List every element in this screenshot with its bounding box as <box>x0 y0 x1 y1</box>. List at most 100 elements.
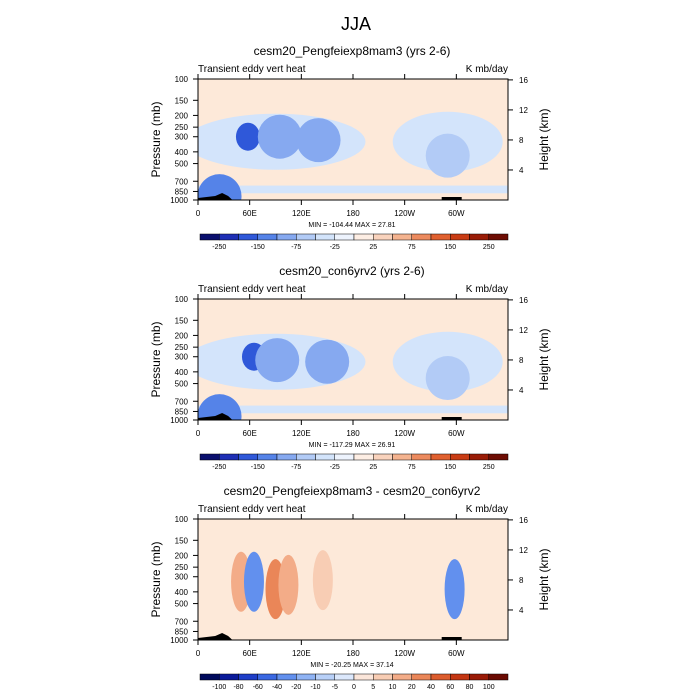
y2-tick-label: 4 <box>519 386 524 395</box>
y-tick-label: 1000 <box>170 636 188 645</box>
y-tick-label: 250 <box>175 343 189 352</box>
colorbar-swatch <box>257 233 278 241</box>
min-max-label: MIN = -104.44 MAX = 27.81 <box>308 222 395 229</box>
x-tick-label: 60W <box>448 209 465 218</box>
topography <box>198 193 233 200</box>
y-tick-label: 500 <box>175 380 189 389</box>
colorbar-swatch <box>276 453 297 461</box>
y-tick-label: 300 <box>175 573 189 582</box>
panel-right-label: K mb/day <box>466 64 508 75</box>
y-tick-label: 100 <box>175 295 189 304</box>
y-tick-label: 200 <box>175 331 189 340</box>
colorbar-swatch <box>411 233 432 241</box>
y-axis-label: Pressure (mb) <box>149 101 163 177</box>
colorbar-swatch <box>430 233 451 241</box>
colorbar-label: 10 <box>389 684 397 691</box>
y2-tick-label: 8 <box>519 576 524 585</box>
y-tick-label: 100 <box>175 75 189 84</box>
colorbar-label: 150 <box>444 464 456 471</box>
colorbar-swatch <box>238 673 258 681</box>
topography <box>441 197 462 200</box>
colorbar-swatch <box>219 673 239 681</box>
y2-tick-label: 12 <box>519 106 528 115</box>
y-tick-label: 150 <box>175 316 189 325</box>
panels: cesm20_Pengfeiexp8mam3 (yrs 2-6) Transien… <box>149 44 551 691</box>
colorbar-swatch <box>469 453 489 461</box>
contour-field <box>198 299 508 420</box>
topography <box>441 637 462 640</box>
chart-panel-3: cesm20_Pengfeiexp8mam3 - cesm20_con6yrv2… <box>149 484 551 691</box>
blob <box>198 405 508 414</box>
y-tick-label: 850 <box>175 407 189 416</box>
data-feature <box>198 394 242 420</box>
colorbar-label: 25 <box>369 464 377 471</box>
colorbar-label: -25 <box>330 244 340 251</box>
x-tick-label: 120E <box>292 429 311 438</box>
y2-tick-label: 16 <box>519 296 528 305</box>
colorbar-swatch <box>469 673 489 681</box>
colorbar-swatch <box>411 453 432 461</box>
data-feature <box>235 122 260 151</box>
colorbar-label: -75 <box>291 244 301 251</box>
colorbar-label: 25 <box>369 244 377 251</box>
figure-title: JJA <box>341 14 371 34</box>
colorbar-swatch <box>199 453 220 461</box>
y2-axis-label: Height (km) <box>537 328 551 390</box>
colorbar-swatch <box>450 233 470 241</box>
colorbar-label: -80 <box>233 684 243 691</box>
y-tick-label: 500 <box>175 160 189 169</box>
colorbar-label: 75 <box>408 464 416 471</box>
y-tick-label: 250 <box>175 563 189 572</box>
y-tick-label: 1000 <box>170 416 188 425</box>
colorbar-label: 0 <box>352 684 356 691</box>
colorbar-label: -250 <box>212 244 226 251</box>
y-tick-label: 400 <box>175 368 189 377</box>
colorbar-label: -20 <box>291 684 301 691</box>
y-tick-label: 850 <box>175 627 189 636</box>
y2-tick-label: 4 <box>519 166 524 175</box>
y2-tick-label: 4 <box>519 606 524 615</box>
y-tick-label: 100 <box>175 515 189 524</box>
contour-field <box>198 519 508 640</box>
colorbar-swatch <box>238 453 258 461</box>
y-tick-label: 200 <box>175 551 189 560</box>
colorbar-label: -5 <box>332 684 338 691</box>
x-tick-label: 0 <box>196 209 201 218</box>
topography <box>198 633 233 640</box>
y2-tick-label: 8 <box>519 136 524 145</box>
colorbar-swatch <box>315 453 335 461</box>
y2-axis-label: Height (km) <box>537 108 551 170</box>
y-tick-label: 150 <box>175 536 189 545</box>
colorbar-label: -40 <box>272 684 282 691</box>
colorbar-swatch <box>411 673 432 681</box>
colorbar-swatch <box>450 673 470 681</box>
colorbar-swatch <box>296 233 316 241</box>
colorbar-swatch <box>430 453 451 461</box>
data-feature <box>425 356 470 401</box>
chart-panel-1: cesm20_Pengfeiexp8mam3 (yrs 2-6) Transien… <box>149 44 551 251</box>
colorbar-swatch <box>257 673 278 681</box>
y-tick-label: 700 <box>175 617 189 626</box>
y-tick-label: 1000 <box>170 196 188 205</box>
colorbar-label: -10 <box>310 684 320 691</box>
panel-title: cesm20_Pengfeiexp8mam3 - cesm20_con6yrv2 <box>224 484 481 498</box>
colorbar-label: -150 <box>251 464 265 471</box>
colorbar-swatch <box>296 673 316 681</box>
colorbar-swatch <box>392 673 412 681</box>
colorbar-label: -75 <box>291 464 301 471</box>
colorbar-swatch <box>219 453 239 461</box>
colorbar-swatch <box>373 233 393 241</box>
colorbar-swatch <box>334 453 355 461</box>
colorbar-swatch <box>353 453 374 461</box>
topography <box>198 413 233 420</box>
y-tick-label: 300 <box>175 353 189 362</box>
x-tick-label: 120W <box>394 649 415 658</box>
colorbar-swatch <box>430 673 451 681</box>
colorbar-swatch <box>469 233 489 241</box>
y-tick-label: 250 <box>175 123 189 132</box>
min-max-label: MIN = -117.29 MAX = 26.91 <box>309 442 396 449</box>
panel-title: cesm20_Pengfeiexp8mam3 (yrs 2-6) <box>254 44 451 58</box>
x-tick-label: 60E <box>243 209 257 218</box>
colorbar-swatch <box>296 453 316 461</box>
data-feature <box>305 339 350 384</box>
